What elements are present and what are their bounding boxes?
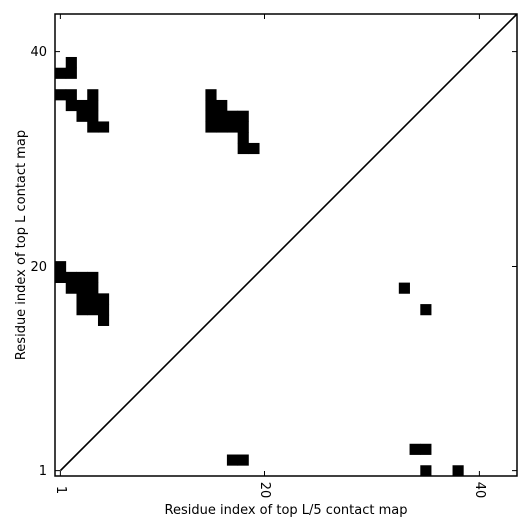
top-l5-contact-cells bbox=[226, 282, 464, 477]
top-l-contact-cell bbox=[87, 99, 99, 112]
top-l-contact-cell bbox=[216, 99, 228, 112]
top-l-contact-cell bbox=[226, 110, 239, 122]
top-l-contact-cell bbox=[97, 304, 110, 316]
top-l-contact-cell bbox=[65, 56, 77, 69]
x-tick-label: 40 bbox=[472, 482, 487, 499]
top-l5-contact-cell bbox=[226, 454, 239, 466]
top-l-contact-cell bbox=[65, 271, 77, 284]
top-l-contact-cell bbox=[55, 261, 67, 273]
top-l5-contact-cell bbox=[398, 282, 410, 294]
y-axis-ticks: 1 20 40 bbox=[30, 45, 517, 479]
top-l5-contact-cell bbox=[420, 304, 432, 316]
top-l-contact-cell bbox=[216, 110, 228, 122]
x-tick-label: 1 bbox=[53, 486, 68, 494]
y-tick-label: 1 bbox=[39, 464, 47, 479]
top-l-contact-cell bbox=[65, 99, 77, 112]
top-l-contact-cell bbox=[205, 99, 217, 112]
top-l-contact-cell bbox=[237, 110, 249, 122]
x-axis-label: Residue index of top L/5 contact map bbox=[165, 503, 408, 518]
top-l-contact-cell bbox=[248, 142, 260, 155]
top-l-contact-cell bbox=[205, 110, 217, 122]
top-l-contact-cell bbox=[55, 67, 67, 79]
top-l-contact-cell bbox=[87, 293, 99, 305]
top-l-contact-cell bbox=[76, 304, 88, 316]
diagonal-line bbox=[59, 13, 518, 472]
top-l-contact-cell bbox=[76, 110, 88, 122]
top-l-contact-cell bbox=[97, 293, 110, 305]
top-l5-contact-cell bbox=[452, 465, 464, 477]
top-l-contact-cell bbox=[87, 121, 99, 133]
top-l-contact-cells bbox=[55, 56, 260, 326]
top-l-contact-cell bbox=[76, 282, 88, 294]
top-l5-contact-cell bbox=[409, 443, 421, 455]
top-l-contact-cell bbox=[76, 271, 88, 284]
top-l-contact-cell bbox=[87, 271, 99, 284]
top-l-contact-cell bbox=[55, 271, 67, 284]
top-l-contact-cell bbox=[65, 89, 77, 101]
top-l5-contact-cell bbox=[237, 454, 249, 466]
top-l5-contact-cell bbox=[420, 443, 432, 455]
plot-frame bbox=[54, 13, 518, 477]
top-l-contact-cell bbox=[237, 121, 249, 133]
top-l-contact-cell bbox=[76, 99, 88, 112]
top-l-contact-cell bbox=[216, 121, 228, 133]
top-l-contact-cell bbox=[87, 282, 99, 294]
x-axis-ticks: 1 20 40 bbox=[53, 14, 487, 498]
y-axis-label: Residue index of top L contact map bbox=[14, 130, 29, 360]
top-l-contact-cell bbox=[76, 293, 88, 305]
top-l-contact-cell bbox=[205, 89, 217, 101]
top-l-contact-cell bbox=[205, 121, 217, 133]
top-l-contact-cell bbox=[65, 282, 77, 294]
top-l-contact-cell bbox=[87, 89, 99, 101]
top-l-contact-cell bbox=[226, 121, 239, 133]
y-tick-label: 20 bbox=[30, 260, 47, 275]
top-l-contact-cell bbox=[87, 304, 99, 316]
top-l-contact-cell bbox=[55, 89, 67, 101]
y-tick-label: 40 bbox=[30, 45, 47, 60]
top-l-contact-cell bbox=[237, 142, 249, 155]
top-l5-contact-cell bbox=[420, 465, 432, 477]
top-l-contact-cell bbox=[237, 132, 249, 144]
x-tick-label: 20 bbox=[257, 482, 272, 499]
top-l-contact-cell bbox=[97, 314, 110, 326]
top-l-contact-cell bbox=[97, 121, 110, 133]
top-l-contact-cell bbox=[87, 110, 99, 122]
top-l-contact-cell bbox=[65, 67, 77, 79]
